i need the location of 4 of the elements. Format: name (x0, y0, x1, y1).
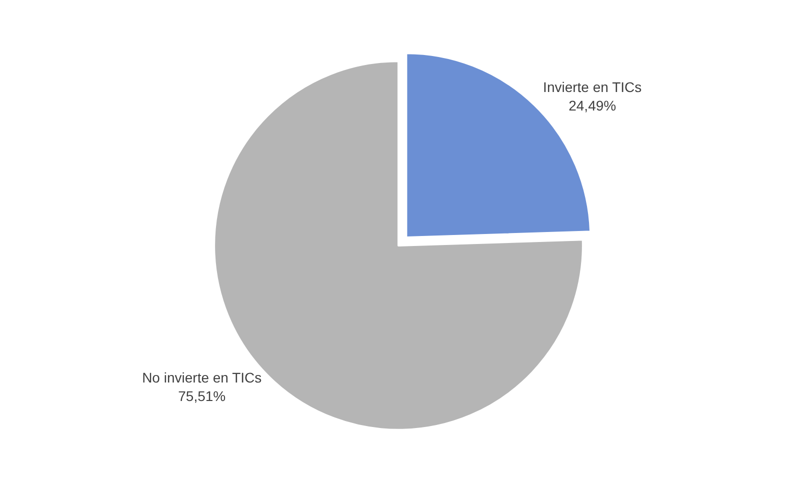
data-label: 24,49% (568, 97, 616, 114)
slice-label: Invierte en TICs (543, 79, 642, 96)
data-label: 75,51% (178, 388, 226, 404)
slice-label: No invierte en TICs (142, 370, 262, 386)
